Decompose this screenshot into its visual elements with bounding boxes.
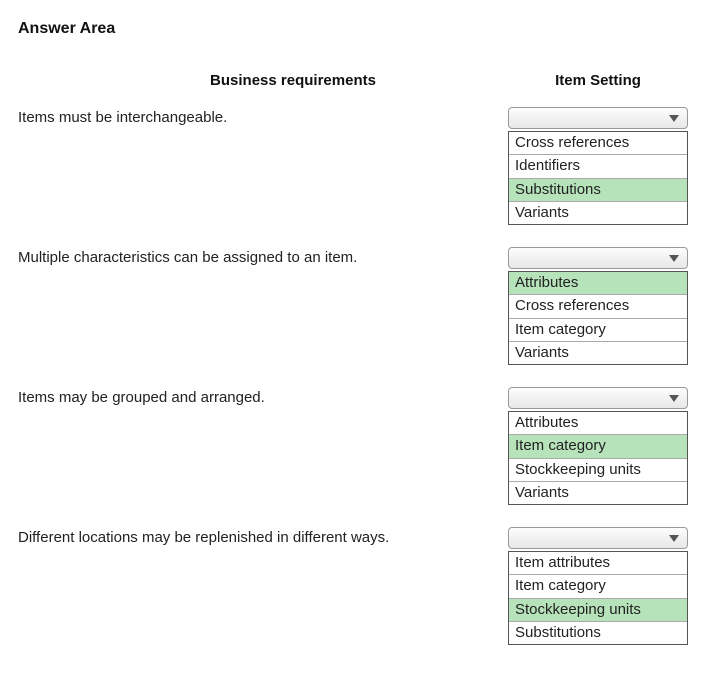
dropdown-option[interactable]: Item attributes bbox=[509, 552, 687, 575]
dropdown-option[interactable]: Substitutions bbox=[509, 622, 687, 644]
item-setting-column: AttributesItem categoryStockkeeping unit… bbox=[508, 387, 688, 505]
requirement-row: Different locations may be replenished i… bbox=[18, 527, 692, 645]
dropdown-option[interactable]: Stockkeeping units bbox=[509, 599, 687, 622]
dropdown-option[interactable]: Stockkeeping units bbox=[509, 459, 687, 482]
item-setting-dropdown[interactable] bbox=[508, 107, 688, 129]
item-setting-dropdown[interactable] bbox=[508, 387, 688, 409]
rows-container: Items must be interchangeable.Cross refe… bbox=[18, 107, 692, 645]
answer-area-title: Answer Area bbox=[18, 20, 692, 38]
item-setting-column: AttributesCross referencesItem categoryV… bbox=[508, 247, 688, 365]
dropdown-option[interactable]: Item category bbox=[509, 435, 687, 458]
dropdown-option[interactable]: Item category bbox=[509, 319, 687, 342]
dropdown-option[interactable]: Attributes bbox=[509, 272, 687, 295]
dropdown-options-list: Item attributesItem categoryStockkeeping… bbox=[508, 551, 688, 645]
dropdown-options-list: AttributesCross referencesItem categoryV… bbox=[508, 271, 688, 365]
requirement-row: Multiple characteristics can be assigned… bbox=[18, 247, 692, 365]
item-setting-header: Item Setting bbox=[508, 72, 688, 89]
requirement-row: Items must be interchangeable.Cross refe… bbox=[18, 107, 692, 225]
business-requirements-header: Business requirements bbox=[18, 72, 508, 89]
dropdown-option[interactable]: Attributes bbox=[509, 412, 687, 435]
dropdown-option[interactable]: Substitutions bbox=[509, 179, 687, 202]
dropdown-option[interactable]: Cross references bbox=[509, 132, 687, 155]
dropdown-option[interactable]: Identifiers bbox=[509, 155, 687, 178]
dropdown-option[interactable]: Variants bbox=[509, 202, 687, 224]
requirement-text: Items must be interchangeable. bbox=[18, 107, 508, 126]
column-headers: Business requirements Item Setting bbox=[18, 72, 692, 89]
item-setting-dropdown[interactable] bbox=[508, 247, 688, 269]
item-setting-dropdown[interactable] bbox=[508, 527, 688, 549]
item-setting-column: Cross referencesIdentifiersSubstitutions… bbox=[508, 107, 688, 225]
requirement-row: Items may be grouped and arranged.Attrib… bbox=[18, 387, 692, 505]
requirement-text: Items may be grouped and arranged. bbox=[18, 387, 508, 406]
dropdown-option[interactable]: Variants bbox=[509, 482, 687, 504]
requirement-text: Multiple characteristics can be assigned… bbox=[18, 247, 508, 266]
requirement-text: Different locations may be replenished i… bbox=[18, 527, 508, 546]
item-setting-column: Item attributesItem categoryStockkeeping… bbox=[508, 527, 688, 645]
dropdown-options-list: Cross referencesIdentifiersSubstitutions… bbox=[508, 131, 688, 225]
dropdown-option[interactable]: Cross references bbox=[509, 295, 687, 318]
dropdown-option[interactable]: Item category bbox=[509, 575, 687, 598]
dropdown-options-list: AttributesItem categoryStockkeeping unit… bbox=[508, 411, 688, 505]
dropdown-option[interactable]: Variants bbox=[509, 342, 687, 364]
